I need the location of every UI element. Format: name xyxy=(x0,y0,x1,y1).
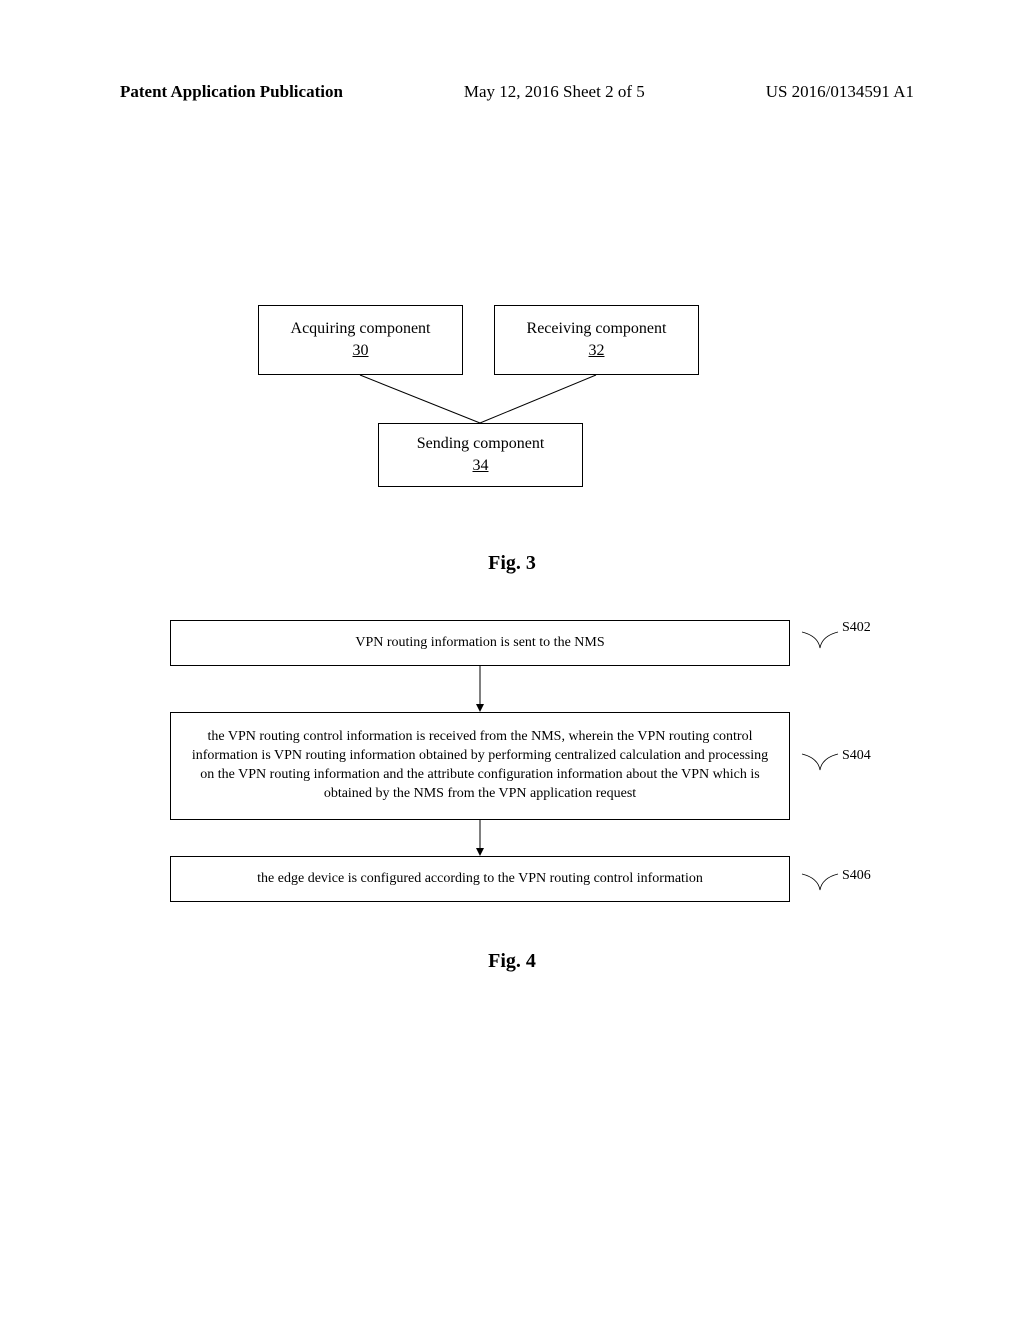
figure-3-label: Fig. 3 xyxy=(0,552,1024,575)
page: Patent Application Publication May 12, 2… xyxy=(0,0,1024,1320)
header-center: May 12, 2016 Sheet 2 of 5 xyxy=(464,82,645,102)
header-right: US 2016/0134591 A1 xyxy=(766,82,914,102)
header-left: Patent Application Publication xyxy=(120,82,343,102)
figure-3-connectors xyxy=(0,305,1024,505)
page-header: Patent Application Publication May 12, 2… xyxy=(0,82,1024,102)
figure-4-arrows xyxy=(0,620,1024,920)
figure-4-label: Fig. 4 xyxy=(0,950,1024,973)
